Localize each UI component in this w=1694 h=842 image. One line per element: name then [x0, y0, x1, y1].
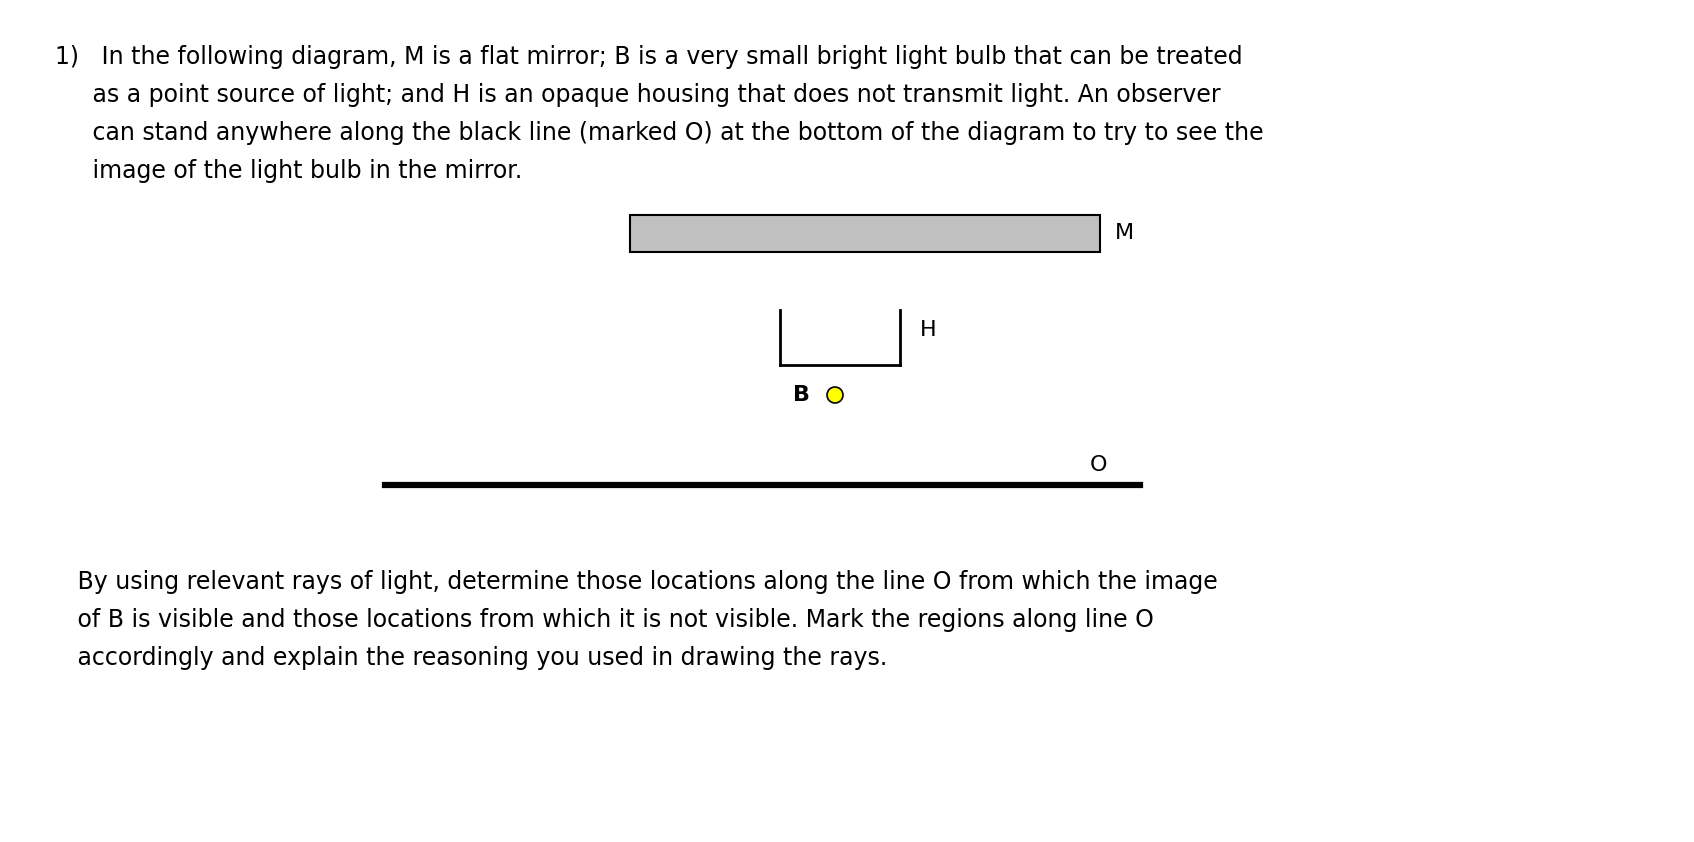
Bar — [630, 215, 1099, 252]
Text: B: B — [793, 385, 810, 405]
Text: H: H — [920, 320, 937, 340]
Text: accordingly and explain the reasoning you used in drawing the rays.: accordingly and explain the reasoning yo… — [54, 646, 888, 670]
Text: O: O — [1089, 455, 1108, 475]
Text: of B is visible and those locations from which it is not visible. Mark the regio: of B is visible and those locations from… — [54, 608, 1154, 632]
Text: M: M — [1115, 223, 1133, 243]
Text: image of the light bulb in the mirror.: image of the light bulb in the mirror. — [54, 159, 522, 183]
Text: as a point source of light; and H is an opaque housing that does not transmit li: as a point source of light; and H is an … — [54, 83, 1221, 107]
Text: can stand anywhere along the black line (marked O) at the bottom of the diagram : can stand anywhere along the black line … — [54, 121, 1264, 145]
Ellipse shape — [827, 387, 844, 403]
Text: 1)   In the following diagram, M is a flat mirror; B is a very small bright ligh: 1) In the following diagram, M is a flat… — [54, 45, 1243, 69]
Text: By using relevant rays of light, determine those locations along the line O from: By using relevant rays of light, determi… — [54, 570, 1218, 594]
